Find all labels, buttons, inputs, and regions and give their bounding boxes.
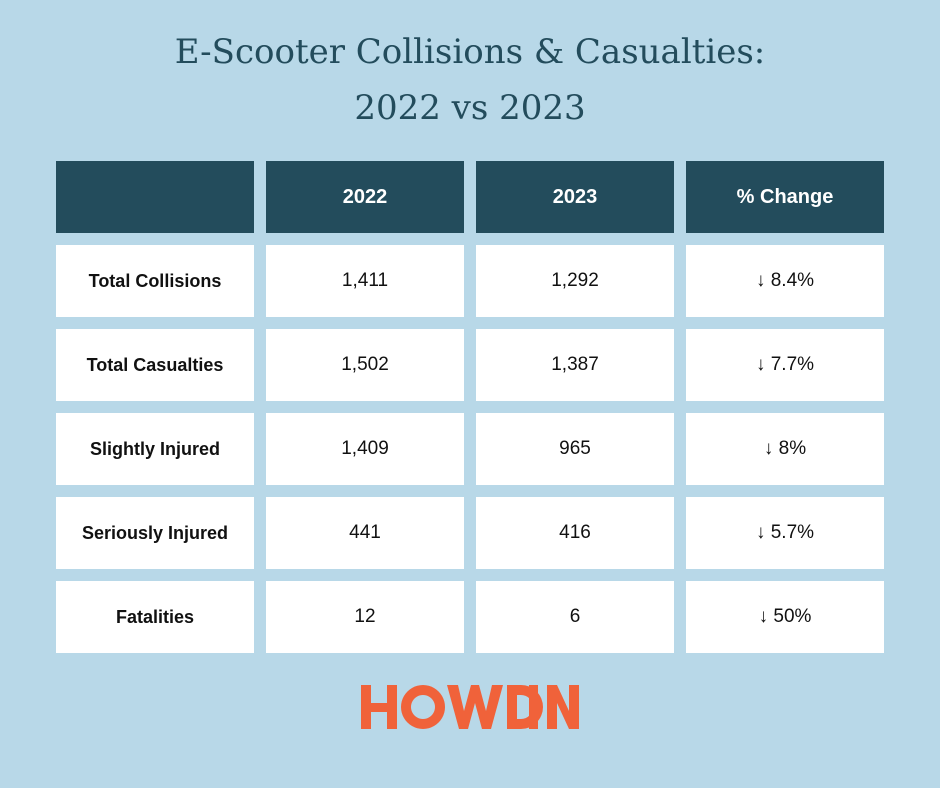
cell-seriously-injured-change: ↓ 5.7%	[686, 497, 884, 569]
cell-seriously-injured-2023: 416	[476, 497, 674, 569]
cell-total-collisions-2023: 1,292	[476, 245, 674, 317]
row-label-slightly-injured: Slightly Injured	[56, 413, 254, 485]
cell-fatalities-change: ↓ 50%	[686, 581, 884, 653]
row-label-total-collisions: Total Collisions	[56, 245, 254, 317]
cell-slightly-injured-2022: 1,409	[266, 413, 464, 485]
data-table: 2022 2023 % Change Total Collisions 1,41…	[56, 161, 884, 653]
header-change: % Change	[686, 161, 884, 233]
cell-total-casualties-2022: 1,502	[266, 329, 464, 401]
row-label-seriously-injured: Seriously Injured	[56, 497, 254, 569]
title-line-2: 2022 vs 2023	[354, 88, 586, 128]
cell-total-casualties-2023: 1,387	[476, 329, 674, 401]
header-2022: 2022	[266, 161, 464, 233]
cell-slightly-injured-2023: 965	[476, 413, 674, 485]
header-corner	[56, 161, 254, 233]
cell-total-casualties-change: ↓ 7.7%	[686, 329, 884, 401]
title-line-1: E-Scooter Collisions & Casualties:	[174, 32, 766, 72]
cell-total-collisions-change: ↓ 8.4%	[686, 245, 884, 317]
row-label-total-casualties: Total Casualties	[56, 329, 254, 401]
header-2023: 2023	[476, 161, 674, 233]
cell-fatalities-2022: 12	[266, 581, 464, 653]
cell-fatalities-2023: 6	[476, 581, 674, 653]
howden-logo	[0, 683, 940, 733]
cell-total-collisions-2022: 1,411	[266, 245, 464, 317]
cell-slightly-injured-change: ↓ 8%	[686, 413, 884, 485]
chart-title: E-Scooter Collisions & Casualties: 2022 …	[0, 24, 940, 136]
howden-logo-mark	[361, 685, 579, 729]
cell-seriously-injured-2022: 441	[266, 497, 464, 569]
row-label-fatalities: Fatalities	[56, 581, 254, 653]
